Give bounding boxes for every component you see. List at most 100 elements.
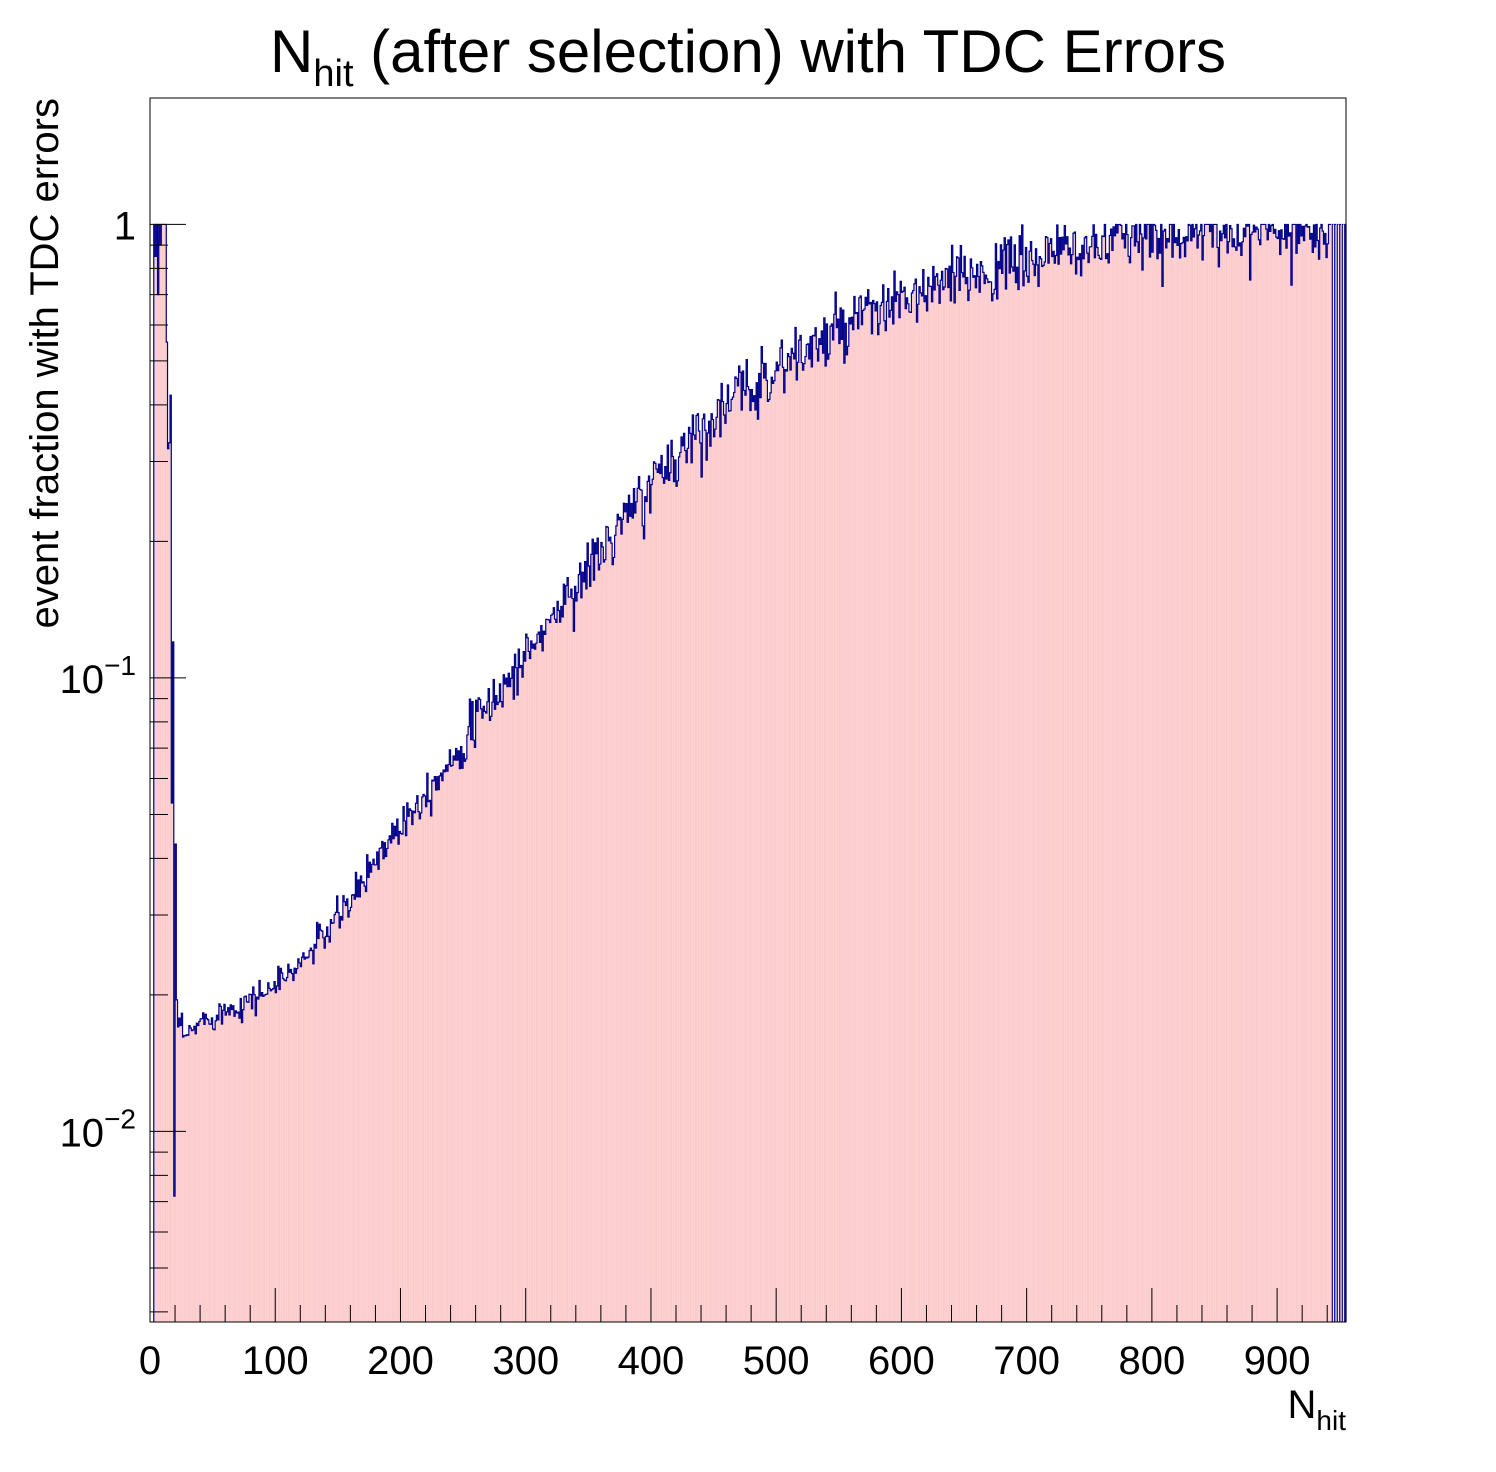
histogram-bar: [509, 686, 511, 1322]
histogram-bar: [749, 410, 752, 1322]
histogram-bar: [268, 988, 271, 1322]
histogram-bar: [404, 820, 406, 1322]
histogram-bar: [200, 1018, 202, 1322]
histogram-bar: [157, 294, 159, 1322]
histogram-bar: [997, 261, 1000, 1322]
histogram-bar: [748, 389, 750, 1322]
histogram-bar: [1135, 224, 1137, 1322]
histogram-bar: [987, 282, 990, 1322]
histogram-bar: [569, 597, 571, 1322]
histogram-bar: [882, 284, 884, 1322]
histogram-bar: [508, 673, 510, 1322]
histogram-bar: [475, 700, 477, 1322]
histogram-bar: [992, 293, 995, 1323]
histogram-bar: [364, 886, 366, 1322]
histogram-bar: [190, 1027, 192, 1322]
histogram-bar: [612, 564, 614, 1322]
histogram-bar: [1024, 270, 1026, 1323]
histogram-bar: [951, 245, 953, 1322]
histogram-bar: [1293, 224, 1295, 1322]
histogram-bar: [443, 769, 445, 1322]
histogram-bar: [1195, 224, 1197, 1322]
histogram-bar: [1111, 250, 1114, 1322]
histogram-bar: [946, 269, 948, 1322]
histogram-bar: [736, 378, 738, 1322]
histogram-bar: [304, 959, 306, 1322]
histogram-bar: [553, 607, 555, 1322]
histogram-bar: [1121, 238, 1124, 1322]
histogram-bar: [1119, 224, 1121, 1322]
histogram-bar: [721, 383, 723, 1322]
histogram-bar: [1320, 224, 1323, 1322]
histogram-bar: [550, 615, 552, 1322]
histogram-bar: [1148, 224, 1150, 1322]
histogram-bar: [697, 413, 699, 1322]
histogram-bar: [1209, 231, 1211, 1323]
histogram-bar: [809, 336, 812, 1323]
histogram-bar: [675, 486, 678, 1323]
histogram-bar: [732, 397, 734, 1322]
histogram-bar: [1200, 224, 1202, 1322]
histogram-bar: [1254, 231, 1256, 1322]
histogram-bar: [1279, 254, 1281, 1323]
histogram-bar: [1174, 242, 1176, 1323]
histogram-bar: [469, 699, 471, 1322]
histogram-bar: [420, 812, 422, 1322]
histogram-bar: [850, 323, 852, 1323]
histogram-bar: [354, 899, 356, 1322]
histogram-bar: [351, 895, 353, 1322]
histogram-bar: [960, 245, 962, 1322]
histogram-bar: [674, 460, 676, 1322]
histogram-bar: [910, 312, 912, 1322]
histogram-bar: [396, 819, 398, 1322]
histogram-bar: [1123, 233, 1125, 1322]
histogram-bar: [1248, 224, 1250, 1322]
histogram-bar: [982, 272, 985, 1323]
histogram-bar: [637, 488, 639, 1323]
histogram-bar: [342, 895, 345, 1322]
histogram-bar: [908, 311, 911, 1322]
histogram-bar: [754, 409, 757, 1322]
histogram-bar: [678, 456, 680, 1323]
histogram-bar: [316, 922, 318, 1322]
histogram-bar: [1011, 267, 1013, 1322]
histogram-bar: [1325, 257, 1328, 1322]
histogram-bar: [237, 1012, 239, 1322]
histogram-bar: [1232, 246, 1234, 1322]
histogram-bar: [352, 894, 355, 1322]
histogram-bar: [1288, 236, 1290, 1322]
histogram-bar: [1002, 250, 1005, 1322]
histogram-bar: [677, 480, 679, 1322]
histogram-bar: [1213, 224, 1215, 1322]
histogram-bar: [1067, 254, 1070, 1323]
histogram-bar: [1272, 224, 1274, 1322]
histogram-bar: [815, 327, 817, 1322]
histogram-bar: [220, 1006, 222, 1322]
histogram-bar: [1263, 224, 1265, 1322]
histogram-bar: [1158, 238, 1160, 1323]
histogram-bar: [972, 277, 975, 1322]
x-axis-title: Nhit: [1288, 1383, 1347, 1436]
histogram-bar: [896, 291, 898, 1322]
histogram-bar: [970, 259, 972, 1322]
x-tick-label: 0: [139, 1339, 161, 1383]
histogram-bar: [439, 775, 441, 1322]
histogram-bar: [440, 773, 442, 1322]
histogram-bar: [580, 597, 583, 1322]
histogram-bar: [289, 972, 291, 1322]
histogram-bar: [619, 517, 621, 1322]
histogram-bar: [1101, 235, 1104, 1323]
histogram-bar: [446, 771, 449, 1322]
histogram-bar: [225, 1014, 227, 1322]
histogram-bar: [158, 224, 161, 1322]
histogram-bar: [1307, 227, 1309, 1323]
histogram-bar: [245, 996, 247, 1322]
histogram-bar: [350, 907, 352, 1322]
histogram-bar: [1297, 224, 1299, 1322]
histogram-bar: [802, 370, 804, 1322]
histogram-bar: [263, 995, 266, 1322]
histogram-bar: [1218, 266, 1220, 1322]
histogram-bar: [828, 353, 831, 1322]
histogram-bar: [186, 1034, 188, 1322]
histogram-bar: [156, 224, 158, 1322]
